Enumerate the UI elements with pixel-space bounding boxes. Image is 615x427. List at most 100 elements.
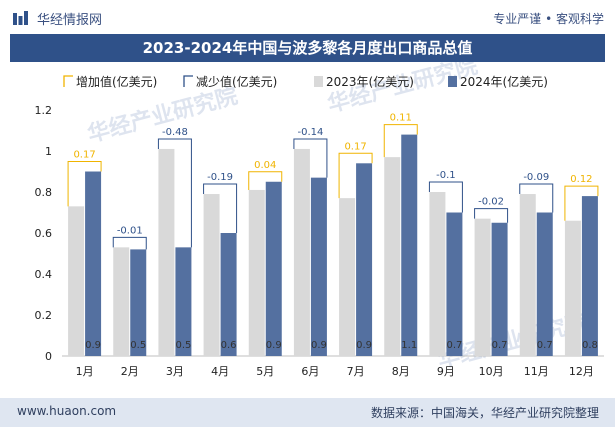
x-tick-label: 4月 [211,365,229,378]
y-tick-label: 0.4 [35,268,53,281]
y-tick-label: 1.2 [35,104,53,117]
bar-2024 [356,163,373,356]
bar-2024-label: 0.7 [446,340,462,351]
bar-2023 [113,247,130,356]
legend-swatch-inc [63,75,73,87]
chart-title: 2023-2024年中国与波多黎各月度出口商品总值 [142,39,473,57]
change-label: 0.04 [254,160,276,171]
x-tick-label: 10月 [479,365,504,378]
bar-2024-label: 0.7 [537,340,553,351]
change-connector [519,183,554,213]
change-connector [474,208,509,223]
bar-2023 [564,220,581,356]
change-connector [203,183,238,233]
bar-2024 [310,177,327,356]
change-label: 0.17 [73,150,95,161]
bar-2023 [339,198,356,356]
bar-2023 [293,148,310,356]
change-connector [67,161,102,207]
legend-swatch-s24 [448,76,457,87]
legend-label-s23: 2023年(亿美元) [326,74,414,89]
bar-2024-label: 0.5 [130,340,146,351]
legend-swatch-dec [183,75,193,87]
bar-2024 [581,196,598,356]
change-connector [248,171,283,190]
x-tick-label: 6月 [301,365,319,378]
legend-swatch-s23 [314,76,323,87]
footer-source: 数据来源：中国海关，华经产业研究院整理 [370,406,599,420]
change-label: -0.09 [523,172,549,183]
bar-2024 [401,134,418,356]
bar-2024-label: 0.7 [492,340,508,351]
x-tick-label: 5月 [256,365,274,378]
change-connector [564,185,599,221]
brand-name: 华经情报网 [37,13,103,28]
bar-2023 [248,189,265,356]
y-tick-label: 0.8 [35,186,53,199]
watermark-text: 华经产业研究院 [325,62,480,118]
change-label: 0.17 [344,141,366,152]
change-connector [338,152,373,199]
bar-2024 [220,233,237,356]
x-tick-label: 11月 [524,365,549,378]
y-tick-label: 0 [45,350,52,363]
legend-label-inc: 增加值(亿美元) [76,74,157,89]
legend-label-dec: 减少值(亿美元) [196,74,277,89]
change-connector [293,138,328,178]
watermark-text: 华经产业研究院 [85,83,240,148]
x-tick-label: 9月 [437,365,455,378]
bar-2023 [384,157,401,356]
bar-2024 [536,212,553,356]
bar-2024 [446,212,463,356]
bar-2024-label: 0.9 [311,340,327,351]
change-label: -0.02 [478,197,504,208]
bar-2024-label: 0.8 [582,340,598,351]
change-connector [428,181,463,213]
change-label: -0.14 [297,127,323,138]
bar-2023 [203,194,220,356]
bar-2024-label: 1.1 [401,340,417,351]
x-tick-label: 7月 [347,365,365,378]
footer: www.huaon.com 数据来源：中国海关，华经产业研究院整理 [0,398,615,427]
bar-2024-label: 0.5 [175,340,191,351]
bar-2024 [130,249,147,356]
bar-2024-label: 0.9 [85,340,101,351]
x-tick-label: 8月 [392,365,410,378]
change-label: -0.48 [162,127,188,138]
bar-2024 [265,181,282,356]
change-connector [157,138,192,248]
bar-2023 [519,194,536,356]
bar-2024-label: 0.9 [266,340,282,351]
change-connector [383,124,418,158]
change-label: -0.1 [436,170,456,181]
bar-2024-label: 0.9 [356,340,372,351]
brand-logo-icon [13,11,28,25]
x-tick-label: 1月 [76,365,94,378]
legend-label-s24: 2024年(亿美元) [460,74,548,89]
y-tick-label: 1 [45,145,52,158]
bar-2023 [68,206,85,356]
x-tick-label: 3月 [166,365,184,378]
x-tick-label: 12月 [569,365,594,378]
change-label: 0.12 [570,174,592,185]
bar-2023 [429,192,446,356]
bar-2024 [491,222,508,356]
change-label: -0.01 [117,225,143,236]
y-tick-label: 0.2 [35,309,53,322]
change-label: 0.11 [390,113,412,124]
top-bar: 华经情报网 专业严谨 • 客观科学 [0,0,615,34]
bar-2024-label: 0.6 [221,340,237,351]
title-bar: 2023-2024年中国与波多黎各月度出口商品总值 [10,34,605,62]
bar-2023 [158,148,175,356]
y-tick-label: 0.6 [35,227,53,240]
change-label: -0.19 [207,172,233,183]
change-connector [112,236,147,250]
bar-2024 [175,247,192,356]
bar-2024 [85,171,102,356]
footer-website: www.huaon.com [17,404,117,418]
tagline: 专业严谨 • 客观科学 [493,12,604,26]
brand: 华经情报网 [13,9,102,28]
bar-2023 [474,218,491,356]
